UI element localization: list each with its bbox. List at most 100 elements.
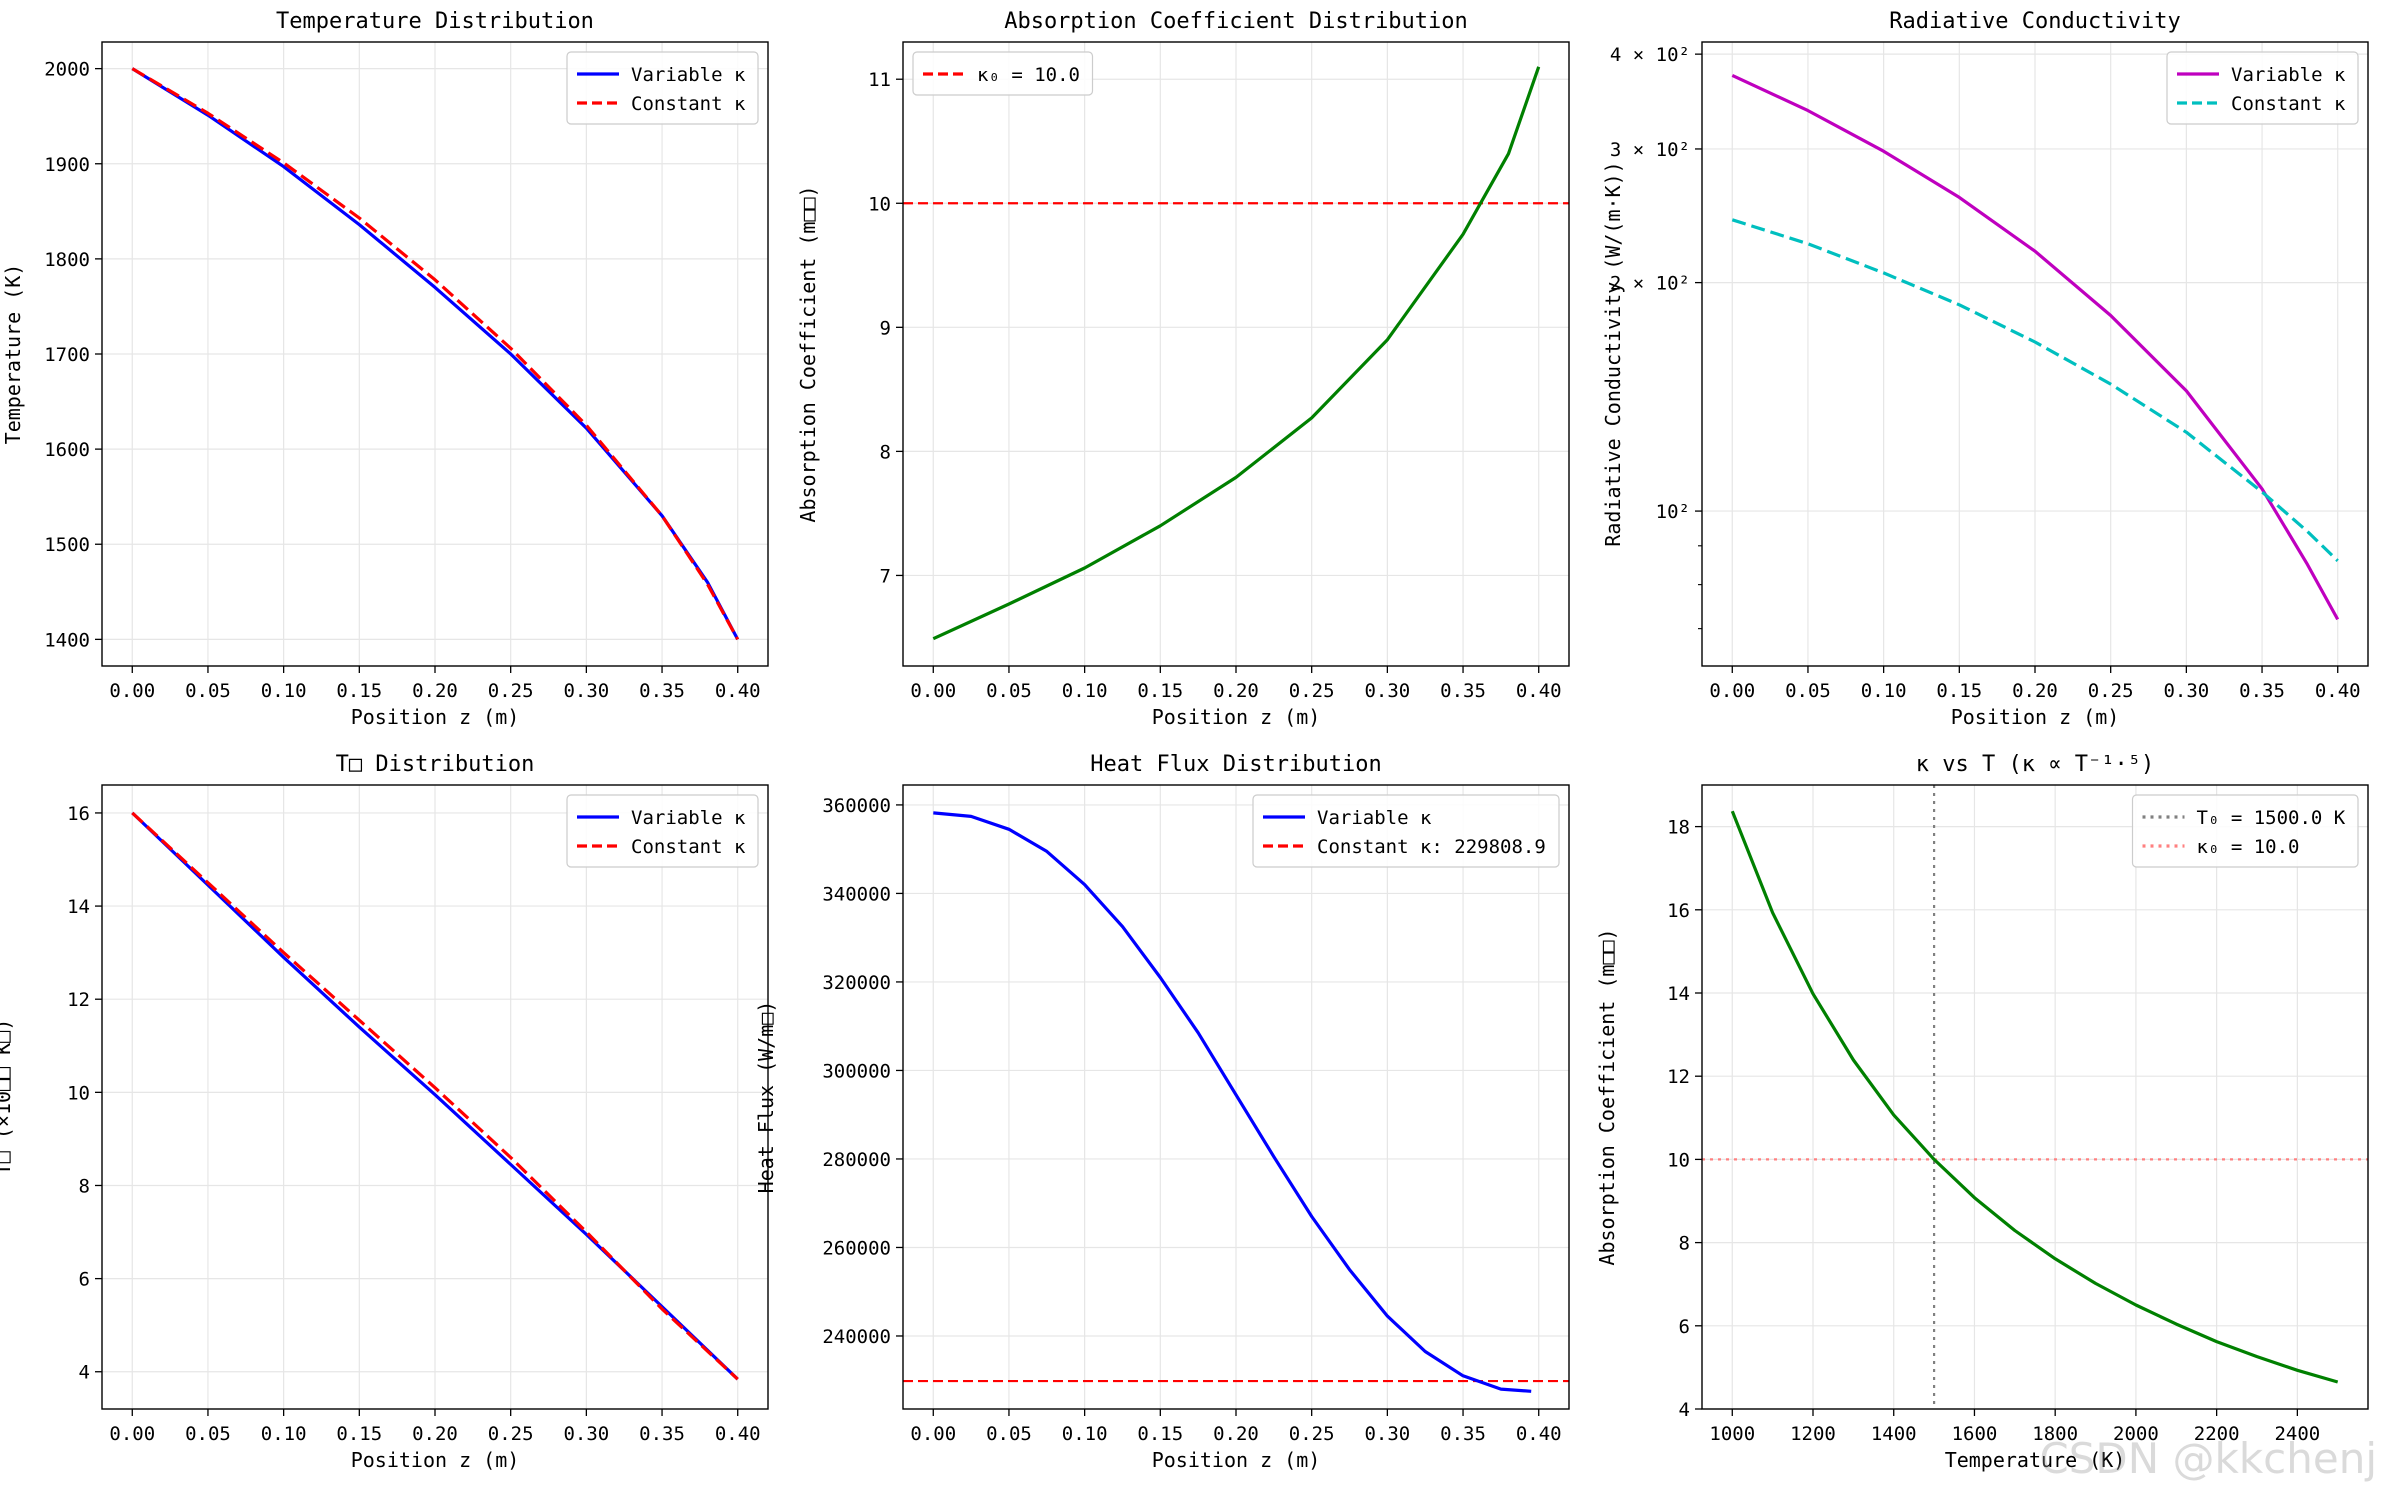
y-tick-label: 10 <box>868 193 891 215</box>
x-tick-label: 2400 <box>2274 1423 2320 1445</box>
x-tick-label: 0.05 <box>185 680 231 702</box>
x-tick-label: 0.10 <box>261 680 307 702</box>
chart-title: T□ Distribution <box>336 752 535 777</box>
x-tick-label: 0.20 <box>412 1423 458 1445</box>
y-tick-label: 4 <box>79 1362 90 1384</box>
series-line-1 <box>131 67 740 641</box>
y-tick-label: 4 <box>1679 1399 1690 1421</box>
y-tick-label: 1800 <box>44 249 90 271</box>
x-tick-label: 0.00 <box>910 1423 956 1445</box>
y-tick-label: 240000 <box>822 1326 891 1348</box>
x-tick-label: 0.30 <box>1364 680 1410 702</box>
axes-frame <box>1701 784 2369 1410</box>
chart-title: Heat Flux Distribution <box>1090 752 1381 777</box>
x-tick-label: 0.00 <box>1709 680 1755 702</box>
x-tick-label: 0.40 <box>1516 1423 1562 1445</box>
series-line-2 <box>1731 218 2339 562</box>
x-tick-label: 0.20 <box>1213 680 1259 702</box>
y-tick-label: 18 <box>1667 817 1690 839</box>
x-tick-label: 0.30 <box>563 1423 609 1445</box>
x-tick-label: 0.30 <box>1364 1423 1410 1445</box>
chart-panel-2: 0.00 0.05 0.10 0.15 0.20 0.25 0.30 0.35 0.40 7 8 9 1… <box>796 9 1570 729</box>
legend-label: Variable κ <box>1317 807 1432 829</box>
x-tick-label: 0.10 <box>1062 1423 1108 1445</box>
x-tick-label: 0.35 <box>639 1423 685 1445</box>
y-tick-label: 10² <box>1656 501 1690 523</box>
series-line-1 <box>933 811 1532 1393</box>
y-tick-label: 9 <box>880 317 891 339</box>
x-tick-label: 0.35 <box>1440 680 1486 702</box>
y-tick-label: 340000 <box>822 883 891 905</box>
x-tick-label: 0.05 <box>986 680 1032 702</box>
y-tick-label: 8 <box>1679 1233 1690 1255</box>
legend-box <box>566 794 759 868</box>
x-tick-label: 0.40 <box>715 1423 761 1445</box>
y-tick-label: 7 <box>880 565 891 587</box>
x-tick-label: 0.10 <box>1062 680 1108 702</box>
y-axis-label: Temperature (K) <box>1 264 25 445</box>
y-tick-label: 8 <box>79 1175 90 1197</box>
x-axis-label: Position z (m) <box>1152 705 1321 729</box>
legend: Variable κ Constant κ: 229808.9 <box>1252 794 1560 868</box>
legend-label: T₀ = 1500.0 K <box>2197 807 2346 829</box>
x-axis-label: Position z (m) <box>351 1448 520 1472</box>
x-tick-label: 0.25 <box>2088 680 2134 702</box>
y-tick-label: 360000 <box>822 795 891 817</box>
x-tick-label: 1200 <box>1790 1423 1836 1445</box>
legend-label: Variable κ <box>631 64 746 86</box>
y-tick-label: 260000 <box>822 1237 891 1259</box>
legend-box <box>2166 51 2359 125</box>
legend-label: Constant κ <box>631 93 746 115</box>
x-tick-label: 0.25 <box>488 1423 534 1445</box>
legend: Variable κ Constant κ <box>566 794 759 868</box>
legend-label: Constant κ: 229808.9 <box>1317 836 1546 858</box>
y-tick-label: 6 <box>1679 1316 1690 1338</box>
y-axis-label: Absorption Coefficient (m□□) <box>1595 928 1619 1265</box>
legend: Variable κ Constant κ <box>2166 51 2359 125</box>
chart-title: Temperature Distribution <box>276 9 594 34</box>
x-tick-label: 1000 <box>1709 1423 1755 1445</box>
y-tick-label: 8 <box>880 441 891 463</box>
y-tick-label: 4 × 10² <box>1610 44 1690 66</box>
y-tick-label: 16 <box>67 803 90 825</box>
x-tick-label: 0.35 <box>639 680 685 702</box>
series-line-1 <box>1731 73 2340 621</box>
x-tick-label: 0.25 <box>1289 680 1335 702</box>
x-tick-label: 0.10 <box>261 1423 307 1445</box>
x-axis-label: Temperature (K) <box>1945 1448 2126 1472</box>
legend-label: Variable κ <box>2231 64 2346 86</box>
x-tick-label: 0.20 <box>2012 680 2058 702</box>
x-tick-label: 0.35 <box>2239 680 2285 702</box>
x-tick-label: 0.10 <box>1861 680 1907 702</box>
x-tick-label: 0.05 <box>185 1423 231 1445</box>
chart-title: Radiative Conductivity <box>1889 9 2180 34</box>
x-tick-label: 0.40 <box>2315 680 2361 702</box>
legend-label: κ₀ = 10.0 <box>2197 836 2300 858</box>
x-axis-label: Position z (m) <box>1951 705 2120 729</box>
legend: T₀ = 1500.0 K κ₀ = 10.0 <box>2131 794 2359 868</box>
x-tick-label: 1600 <box>1952 1423 1998 1445</box>
legend-label: Constant κ <box>631 836 746 858</box>
x-tick-label: 0.15 <box>1137 680 1183 702</box>
x-tick-label: 0.05 <box>986 1423 1032 1445</box>
x-tick-label: 0.30 <box>2163 680 2209 702</box>
legend: κ₀ = 10.0 <box>912 51 1094 96</box>
y-tick-label: 14 <box>67 896 90 918</box>
x-tick-label: 0.15 <box>1936 680 1982 702</box>
series-line-1 <box>932 66 1541 641</box>
legend: Variable κ Constant κ <box>566 51 759 125</box>
x-tick-label: 0.05 <box>1785 680 1831 702</box>
y-axis-label: T□ (×10□□ K□) <box>0 1019 15 1176</box>
x-tick-label: 0.25 <box>1289 1423 1335 1445</box>
y-tick-label: 10 <box>1667 1149 1690 1171</box>
y-tick-label: 300000 <box>822 1060 891 1082</box>
series-line-1 <box>1730 810 2339 1384</box>
y-tick-label: 12 <box>1667 1066 1690 1088</box>
legend-box <box>566 51 759 125</box>
x-tick-label: 1400 <box>1871 1423 1917 1445</box>
y-tick-label: 1500 <box>44 534 90 556</box>
x-tick-label: 1800 <box>2032 1423 2078 1445</box>
chart-title: Absorption Coefficient Distribution <box>1004 9 1468 34</box>
